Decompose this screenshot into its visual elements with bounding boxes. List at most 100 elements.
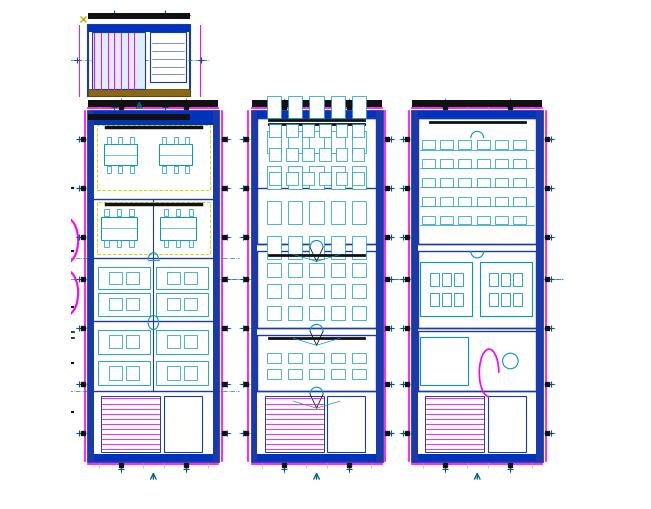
Bar bbox=[267, 202, 281, 224]
Bar bbox=[412, 112, 418, 461]
Bar bbox=[161, 217, 196, 240]
Bar bbox=[156, 267, 208, 290]
Bar bbox=[251, 101, 381, 108]
Bar bbox=[309, 166, 324, 189]
Bar bbox=[98, 293, 150, 316]
Bar bbox=[514, 179, 527, 187]
Bar bbox=[495, 197, 508, 206]
Bar bbox=[489, 293, 498, 306]
Bar bbox=[331, 166, 345, 189]
Bar bbox=[480, 263, 532, 317]
Bar bbox=[176, 210, 180, 217]
Bar bbox=[105, 241, 109, 248]
Bar bbox=[514, 197, 527, 206]
Bar bbox=[309, 237, 324, 260]
Bar bbox=[352, 166, 367, 189]
Bar bbox=[267, 237, 281, 260]
Bar bbox=[495, 216, 508, 225]
Bar bbox=[319, 173, 331, 185]
Bar bbox=[92, 33, 145, 90]
Bar bbox=[352, 353, 367, 363]
Bar bbox=[331, 285, 345, 299]
Bar bbox=[536, 112, 542, 461]
Bar bbox=[440, 141, 453, 150]
Bar bbox=[212, 112, 218, 461]
Bar bbox=[150, 33, 186, 82]
Bar bbox=[267, 264, 281, 277]
Bar bbox=[335, 125, 348, 137]
Bar bbox=[513, 273, 522, 287]
Bar bbox=[102, 396, 161, 452]
Bar bbox=[458, 160, 471, 168]
Bar bbox=[477, 179, 490, 187]
Bar bbox=[421, 337, 468, 385]
Bar bbox=[184, 367, 197, 380]
Bar bbox=[331, 369, 345, 379]
Bar bbox=[267, 369, 281, 379]
Bar bbox=[495, 160, 508, 168]
Bar bbox=[302, 173, 314, 185]
Bar bbox=[257, 251, 376, 328]
Bar bbox=[352, 202, 367, 224]
Bar bbox=[162, 167, 166, 174]
Bar bbox=[107, 167, 111, 174]
Bar bbox=[264, 396, 324, 452]
Bar bbox=[418, 119, 536, 244]
Bar bbox=[352, 125, 364, 137]
Bar bbox=[130, 210, 133, 217]
Bar bbox=[288, 166, 302, 189]
Bar bbox=[302, 125, 314, 137]
Bar bbox=[270, 173, 281, 185]
Bar bbox=[288, 353, 302, 363]
Bar bbox=[98, 361, 150, 386]
Bar bbox=[126, 335, 139, 349]
Bar bbox=[352, 149, 364, 161]
Bar bbox=[267, 166, 281, 189]
Bar bbox=[126, 272, 139, 285]
Bar bbox=[156, 293, 208, 316]
Bar bbox=[251, 454, 381, 461]
Bar bbox=[89, 454, 218, 461]
Bar bbox=[477, 197, 490, 206]
Bar bbox=[130, 167, 134, 174]
Bar bbox=[96, 126, 210, 190]
Bar bbox=[167, 367, 180, 380]
Bar bbox=[174, 137, 178, 145]
Bar bbox=[118, 137, 122, 145]
Bar bbox=[412, 112, 542, 461]
Bar bbox=[186, 137, 189, 145]
Bar bbox=[89, 25, 190, 33]
Bar bbox=[430, 293, 439, 306]
Bar bbox=[96, 203, 210, 255]
Bar bbox=[89, 112, 218, 461]
Bar bbox=[454, 273, 463, 287]
Bar bbox=[331, 202, 345, 224]
Bar bbox=[270, 149, 281, 161]
Bar bbox=[89, 101, 218, 108]
Bar bbox=[176, 241, 180, 248]
Bar bbox=[130, 137, 134, 145]
Bar bbox=[514, 141, 527, 150]
Bar bbox=[352, 96, 367, 119]
Bar bbox=[288, 264, 302, 277]
Bar bbox=[309, 353, 324, 363]
Bar bbox=[109, 367, 122, 380]
Bar bbox=[309, 131, 324, 154]
Bar bbox=[309, 264, 324, 277]
Bar bbox=[104, 145, 137, 166]
Bar bbox=[257, 119, 376, 244]
Bar bbox=[331, 264, 345, 277]
Bar bbox=[376, 112, 381, 461]
Bar bbox=[309, 202, 324, 224]
Bar bbox=[440, 197, 453, 206]
Bar bbox=[89, 90, 190, 97]
Bar bbox=[257, 335, 376, 391]
Bar bbox=[430, 273, 439, 287]
Bar bbox=[488, 396, 526, 452]
Bar bbox=[156, 361, 208, 386]
Bar bbox=[454, 293, 463, 306]
Bar bbox=[327, 396, 365, 452]
Bar bbox=[412, 454, 542, 461]
Bar bbox=[422, 197, 435, 206]
Bar bbox=[130, 241, 133, 248]
